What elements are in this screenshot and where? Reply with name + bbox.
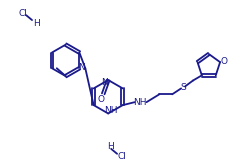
Text: O: O: [98, 95, 105, 104]
Text: NH: NH: [133, 98, 146, 107]
Text: H: H: [33, 19, 40, 28]
Text: H: H: [107, 142, 114, 151]
Text: N: N: [101, 78, 108, 86]
Text: S: S: [180, 83, 186, 92]
Text: O: O: [220, 57, 228, 66]
Text: NH: NH: [104, 106, 118, 115]
Text: Cl: Cl: [18, 9, 27, 18]
Text: N: N: [78, 63, 85, 72]
Text: Cl: Cl: [117, 152, 126, 161]
